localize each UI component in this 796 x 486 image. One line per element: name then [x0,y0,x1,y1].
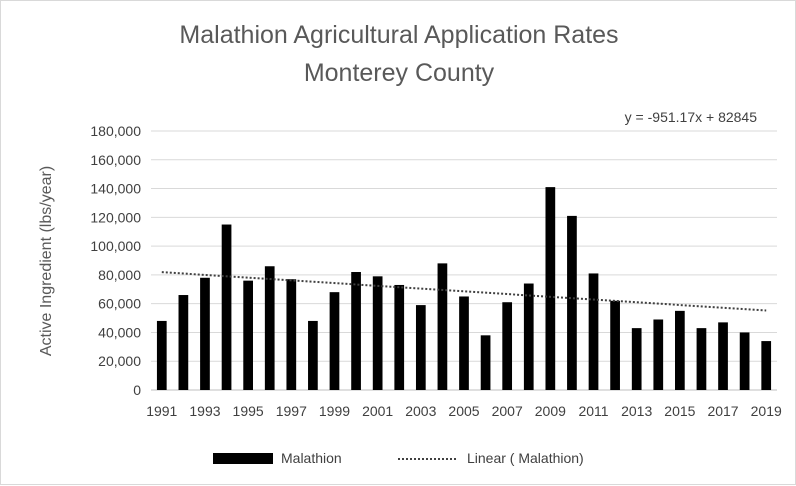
bar [243,280,253,390]
y-tick-label: 20,000 [98,353,141,369]
bar [286,279,297,390]
bar [221,224,232,390]
gridlines [151,130,777,391]
bar [480,335,491,390]
x-tick-label: 1993 [189,403,220,419]
bar [308,320,318,390]
bar [329,292,340,390]
bar [351,272,361,390]
chart-title: Malathion Agricultural Application Rates [179,21,618,49]
x-tick-label: 2001 [362,403,393,419]
trendline-group [161,271,767,312]
bar [264,266,275,390]
bar [415,305,426,390]
x-tick-labels: 1991 1993 1995 1997 1999 2001 2003 2005 2007 2009… [146,403,782,419]
y-tick-label: 60,000 [98,296,141,312]
y-tick-label: 100,000 [90,238,141,254]
x-tick-label: 2015 [664,403,695,419]
bar [156,320,167,390]
bar [200,277,210,390]
bar [567,215,577,390]
y-tick-label: 180,000 [90,123,141,139]
y-tick-label: 80,000 [98,267,141,283]
legend-swatch-malathion [213,453,273,464]
legend-label-malathion: Malathion [281,450,342,466]
bar [588,273,599,390]
y-tick-label: 160,000 [90,152,141,168]
bar [696,328,707,390]
bar [631,328,642,390]
x-tick-label: 2011 [578,403,608,419]
bar [372,276,383,390]
trendline-equation: y = -951.17x + 82845 [625,109,758,125]
bar [523,283,534,390]
legend-label-linear: Linear ( Malathion) [467,450,584,466]
x-tick-label: 2009 [535,403,566,419]
x-tick-label: 2017 [707,403,738,419]
trendline [161,271,767,312]
x-tick-label: 2019 [751,403,782,419]
x-tick-label: 1991 [146,403,177,419]
x-tick-label: 1999 [319,403,350,419]
bar [610,300,620,390]
bar [502,302,513,390]
bar [459,296,469,390]
bar [437,263,448,390]
y-tick-label: 0 [133,382,141,398]
y-tick-label: 120,000 [90,209,141,225]
bar [653,319,664,390]
x-tick-label: 2007 [492,403,523,419]
x-tick-label: 1995 [233,403,264,419]
y-tick-label: 40,000 [98,324,141,340]
bar-series [156,187,772,390]
bar [394,284,405,390]
y-axis-label: Active Ingredient (lbs/year) [38,166,55,356]
x-tick-label: 2013 [621,403,652,419]
y-tick-labels: 0 20,000 40,000 60,000 80,000 100,000 120,000 1… [90,123,141,398]
chart-subtitle: Monterey County [304,59,495,87]
bar [545,187,556,390]
x-tick-label: 2003 [405,403,436,419]
y-tick-label: 140,000 [90,181,141,197]
bar [718,322,728,390]
bar [178,295,189,390]
bar [739,332,750,390]
legend: Malathion Linear ( Malathion) [213,450,584,466]
x-tick-label: 1997 [276,403,307,419]
x-tick-label: 2005 [448,403,479,419]
bar [675,310,685,390]
bar [761,341,772,390]
